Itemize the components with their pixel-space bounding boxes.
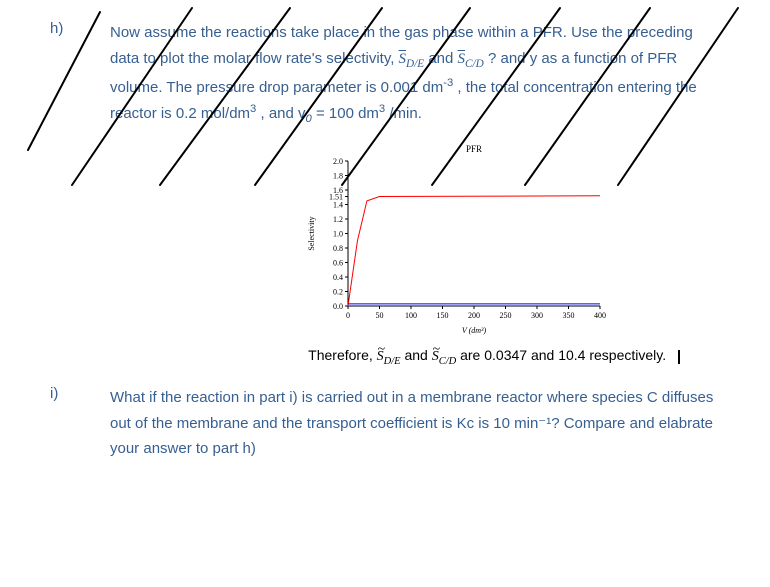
qh-text-7: /min.: [389, 105, 422, 122]
svg-text:350: 350: [563, 311, 575, 320]
exp-neg3: -3: [443, 77, 453, 89]
question-i-body: What if the reaction in part i) is carri…: [110, 385, 720, 462]
svg-text:0.0: 0.0: [333, 302, 343, 311]
question-h-body: Now assume the reactions take place in t…: [110, 20, 720, 129]
concl-prefix: Therefore,: [308, 347, 376, 363]
svg-text:0.4: 0.4: [333, 273, 343, 282]
qh-text-2: and: [428, 50, 457, 67]
svg-text:150: 150: [437, 311, 449, 320]
svg-text:1.0: 1.0: [333, 230, 343, 239]
concl-suffix: are 0.0347 and 10.4 respectively.: [460, 347, 666, 363]
svg-text:V (dm³): V (dm³): [462, 326, 487, 335]
question-i-label: i): [50, 385, 110, 402]
svg-text:200: 200: [468, 311, 480, 320]
pfr-chart: PFR0.00.20.40.60.81.01.21.41.511.61.82.0…: [300, 139, 610, 339]
svg-text:250: 250: [500, 311, 512, 320]
svg-text:100: 100: [405, 311, 417, 320]
svg-text:1.8: 1.8: [333, 172, 343, 181]
sub-0: 0: [306, 113, 312, 125]
sym-sde: SD/E: [399, 51, 425, 67]
svg-text:Selectivity: Selectivity: [307, 217, 316, 251]
svg-text:0.8: 0.8: [333, 244, 343, 253]
text-cursor: [678, 350, 680, 364]
conclusion-line: Therefore, ~SD/E and ~SC/D are 0.0347 an…: [50, 347, 720, 367]
chart-container: PFR0.00.20.40.60.81.01.21.41.511.61.82.0…: [190, 139, 720, 339]
exp-3b: 3: [379, 103, 385, 115]
svg-text:0: 0: [346, 311, 350, 320]
svg-text:2.0: 2.0: [333, 157, 343, 166]
svg-text:1.6: 1.6: [333, 186, 343, 195]
svg-text:1.4: 1.4: [333, 201, 343, 210]
question-i-row: i) What if the reaction in part i) is ca…: [50, 385, 720, 462]
svg-text:0.6: 0.6: [333, 259, 343, 268]
question-h-label: h): [50, 20, 110, 37]
concl-sym2: ~SC/D: [432, 349, 457, 367]
svg-text:0.2: 0.2: [333, 288, 343, 297]
qh-text-6: = 100 dm: [316, 105, 379, 122]
sym-scd: SC/D: [458, 51, 484, 67]
concl-mid: and: [404, 347, 431, 363]
svg-text:1.2: 1.2: [333, 215, 343, 224]
qh-text-5: , and v: [260, 105, 305, 122]
exp-3a: 3: [250, 103, 256, 115]
concl-sym1: ~SD/E: [377, 349, 401, 367]
question-h-row: h) Now assume the reactions take place i…: [50, 20, 720, 129]
svg-text:400: 400: [594, 311, 606, 320]
svg-text:PFR: PFR: [466, 144, 482, 154]
svg-text:300: 300: [531, 311, 543, 320]
svg-text:50: 50: [376, 311, 384, 320]
